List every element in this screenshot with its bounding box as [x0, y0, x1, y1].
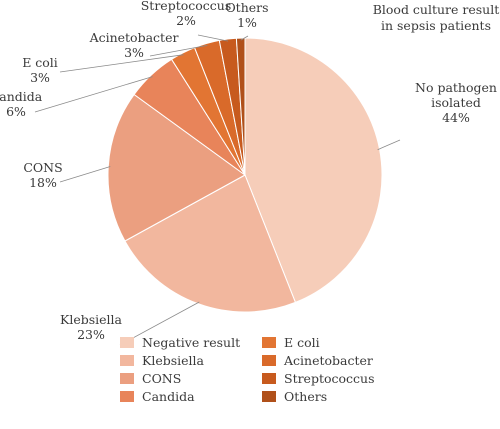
legend-swatch-klebsiella — [120, 355, 134, 366]
legend-label-cons: CONS — [142, 371, 181, 386]
legend-swatch-streptococcus — [262, 373, 276, 384]
chart-title-line: in sepsis patients — [381, 18, 491, 33]
leader-lines — [34, 34, 401, 346]
slice-label-klebsiella: Klebsiella 23% — [60, 312, 123, 342]
leader-line-cons — [59, 166, 111, 183]
leader-line-candida — [34, 76, 153, 113]
pie-slice-klebsiella — [124, 174, 297, 313]
pie-slice-no-pathogen — [244, 37, 383, 304]
leader-line-others — [240, 35, 249, 41]
legend-swatch-cons — [120, 373, 134, 384]
leader-line-acinetobacter — [149, 45, 208, 57]
legend-swatch-negative-result — [120, 337, 134, 348]
legend-swatch-e-coli — [262, 337, 276, 348]
pie-slices — [107, 37, 383, 313]
legend-swatch-candida — [120, 391, 134, 402]
slice-label-no-pathogen: No pathogen isolated 44% — [415, 80, 497, 125]
slice-label-others: Others 1% — [225, 0, 268, 30]
chart-title-line: Blood culture result — [373, 2, 500, 17]
legend-label-candida: Candida — [142, 389, 195, 404]
legend: Negative result Klebsiella CONS Candida E co… — [120, 335, 375, 404]
legend-label-negative-result: Negative result — [142, 335, 240, 350]
leader-line-no-pathogen — [377, 139, 401, 151]
legend-label-streptococcus: Streptococcus — [284, 371, 375, 386]
legend-label-e-coli: E coli — [284, 335, 320, 350]
legend-label-others: Others — [284, 389, 327, 404]
slice-label-candida: Candida6% — [0, 89, 43, 119]
slice-label-acinetobacter: Acinetobacter 3% — [89, 30, 179, 60]
legend-label-acinetobacter: Acinetobacter — [283, 353, 373, 368]
slice-label-e-coli: E coli 3% — [22, 55, 58, 85]
pie-slice-cons — [107, 93, 246, 242]
legend-swatch-acinetobacter — [262, 355, 276, 366]
slice-labels: No pathogen isolated 44% Klebsiella 23% CONS 1… — [0, 0, 497, 342]
legend-swatch-others — [262, 391, 276, 402]
leader-line-streptococcus — [197, 34, 229, 42]
slice-label-streptococcus: Streptococcus 2% — [141, 0, 232, 28]
legend-label-klebsiella: Klebsiella — [142, 353, 205, 368]
slice-label-cons: CONS 18% — [23, 160, 62, 190]
leader-line-e-coli — [59, 54, 184, 73]
